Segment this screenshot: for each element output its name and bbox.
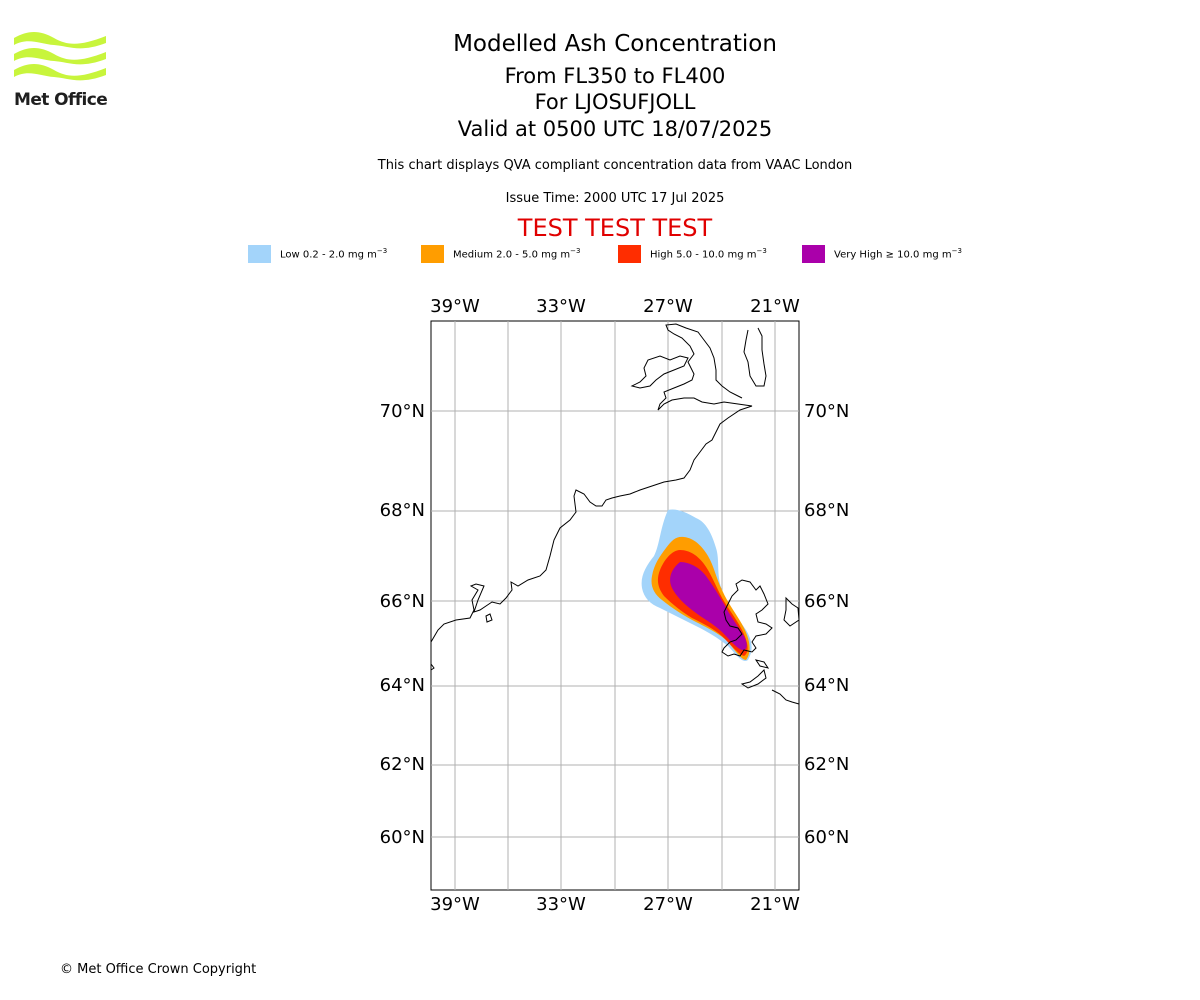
lon-label-bottom: 39°W — [430, 894, 480, 915]
lat-label-right: 60°N — [804, 827, 849, 848]
lon-label-bottom: 21°W — [750, 894, 800, 915]
coastline-greenland-northeast — [743, 327, 767, 387]
legend-label-high: High 5.0 - 10.0 mg m−3 — [650, 247, 767, 261]
chart-title: Modelled Ash Concentration — [453, 31, 777, 57]
lon-label-top: 39°W — [430, 296, 480, 317]
met-office-logo: Met Office — [14, 30, 114, 112]
legend-label-low: Low 0.2 - 2.0 mg m−3 — [280, 247, 388, 261]
coastline-greenland-fjord — [630, 355, 689, 389]
coastline-iceland-south — [740, 669, 767, 689]
lat-label-right: 64°N — [804, 675, 849, 696]
lat-label-left: 70°N — [380, 401, 425, 422]
lon-label-bottom: 33°W — [536, 894, 586, 915]
coastline-iceland-inlet — [754, 659, 770, 669]
met-office-wordmark: Met Office — [14, 90, 108, 110]
coastline-iceland-east — [783, 596, 800, 627]
lat-label-right: 68°N — [804, 500, 849, 521]
lat-label-right: 66°N — [804, 591, 849, 612]
lat-label-left: 62°N — [380, 754, 425, 775]
lat-label-right: 62°N — [804, 754, 849, 775]
copyright-notice: © Met Office Crown Copyright — [60, 962, 257, 977]
flight-level-range: From FL350 to FL400 — [504, 64, 726, 88]
ash-plume — [641, 509, 752, 661]
lon-label-top: 21°W — [750, 296, 800, 317]
legend-label-very-high: Very High ≥ 10.0 mg m−3 — [834, 247, 962, 261]
legend-swatch-medium — [421, 245, 444, 263]
coastline-greenland — [430, 323, 753, 643]
legend: Low 0.2 - 2.0 mg m−3 Medium 2.0 - 5.0 mg… — [0, 0, 1200, 263]
coastline-greenland-south — [430, 663, 435, 671]
volcano-name: For LJOSUFJOLL — [534, 90, 696, 114]
coastlines — [430, 323, 800, 705]
legend-label-medium: Medium 2.0 - 5.0 mg m−3 — [453, 247, 581, 261]
lat-label-right: 70°N — [804, 401, 849, 422]
lon-label-top: 27°W — [643, 296, 693, 317]
lon-label-top: 33°W — [536, 296, 586, 317]
legend-swatch-low — [248, 245, 271, 263]
test-banner: TEST TEST TEST — [517, 214, 713, 242]
ash-contour-very-high — [670, 562, 747, 650]
lat-label-left: 60°N — [380, 827, 425, 848]
legend-swatch-very-high — [802, 245, 825, 263]
axis-labels: 39°W 33°W 27°W 21°W 39°W 33°W 27°W 21°W … — [380, 296, 850, 915]
legend-swatch-high — [618, 245, 641, 263]
lat-label-left: 64°N — [380, 675, 425, 696]
lon-label-bottom: 27°W — [643, 894, 693, 915]
valid-time: Valid at 0500 UTC 18/07/2025 — [457, 117, 773, 141]
coastline-greenland-island — [485, 613, 493, 623]
met-office-waves-icon — [14, 32, 106, 81]
coastline-iceland-southwest — [771, 689, 800, 705]
lat-label-left: 66°N — [380, 591, 425, 612]
issue-time: Issue Time: 2000 UTC 17 Jul 2025 — [505, 191, 725, 206]
coastline-iceland — [721, 579, 773, 657]
chart-description: This chart displays QVA compliant concen… — [377, 158, 853, 173]
lat-label-left: 68°N — [380, 500, 425, 521]
